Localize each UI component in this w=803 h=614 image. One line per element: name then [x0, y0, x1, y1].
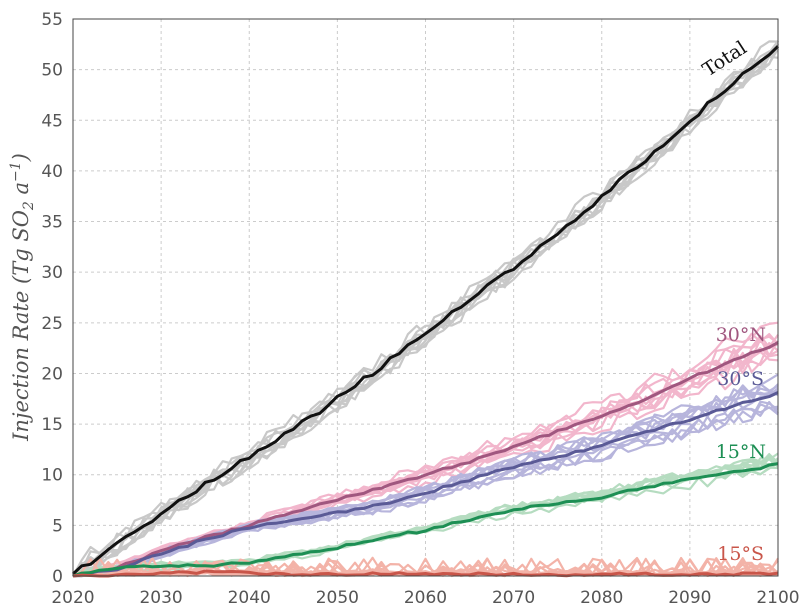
x-tick-label: 2020 — [51, 588, 94, 608]
y-tick-label: 45 — [41, 111, 63, 131]
series-label: 15°N — [716, 441, 766, 463]
y-axis-label: Injection Rate (Tg SO2 a−1) — [8, 153, 37, 442]
ensemble-line — [72, 400, 779, 578]
mean-line — [72, 569, 779, 578]
y-tick-label: 15 — [41, 415, 63, 435]
ensemble-line — [72, 40, 779, 577]
y-tick-label: 55 — [41, 10, 63, 30]
series-label: 30°N — [716, 324, 766, 346]
ensemble-line — [73, 48, 779, 578]
x-tick-label: 2070 — [492, 588, 535, 608]
mean-line — [72, 391, 779, 578]
x-tick-label: 2060 — [404, 588, 447, 608]
ensemble-line — [72, 556, 779, 578]
y-tick-label: 20 — [41, 364, 63, 384]
y-tick-label: 40 — [41, 162, 63, 182]
series-label: 30°S — [717, 368, 764, 390]
x-tick-label: 2040 — [228, 588, 271, 608]
y-tick-label: 0 — [52, 567, 63, 587]
y-tick-label: 30 — [41, 263, 63, 283]
mean-lines — [71, 45, 780, 578]
plot-frame — [72, 18, 779, 577]
ensemble-line — [72, 335, 779, 578]
series-label: 15°S — [717, 543, 764, 565]
x-tick-label: 2080 — [580, 588, 623, 608]
y-tick-label: 5 — [52, 516, 63, 536]
ensemble-line — [72, 321, 779, 577]
x-tick-label: 2090 — [668, 588, 711, 608]
y-tick-label: 50 — [41, 61, 63, 81]
y-tick-label: 10 — [41, 466, 63, 486]
y-tick-label: 25 — [41, 314, 63, 334]
ensemble-line — [73, 403, 779, 578]
mean-line — [71, 45, 780, 576]
mean-line — [72, 462, 779, 578]
x-tick-label: 2030 — [139, 588, 182, 608]
x-tick-label: 2100 — [756, 588, 799, 608]
y-tick-label: 35 — [41, 213, 63, 233]
mean-line — [72, 341, 779, 578]
ensemble-line — [72, 332, 779, 578]
x-tick-label: 2050 — [316, 588, 359, 608]
x-tick-labels: 2020 2030 2040 2050 2060 2070 2080 2090 2100 — [51, 588, 799, 608]
y-tick-labels: 0 5 10 15 20 25 30 35 40 45 50 55 — [41, 10, 63, 587]
